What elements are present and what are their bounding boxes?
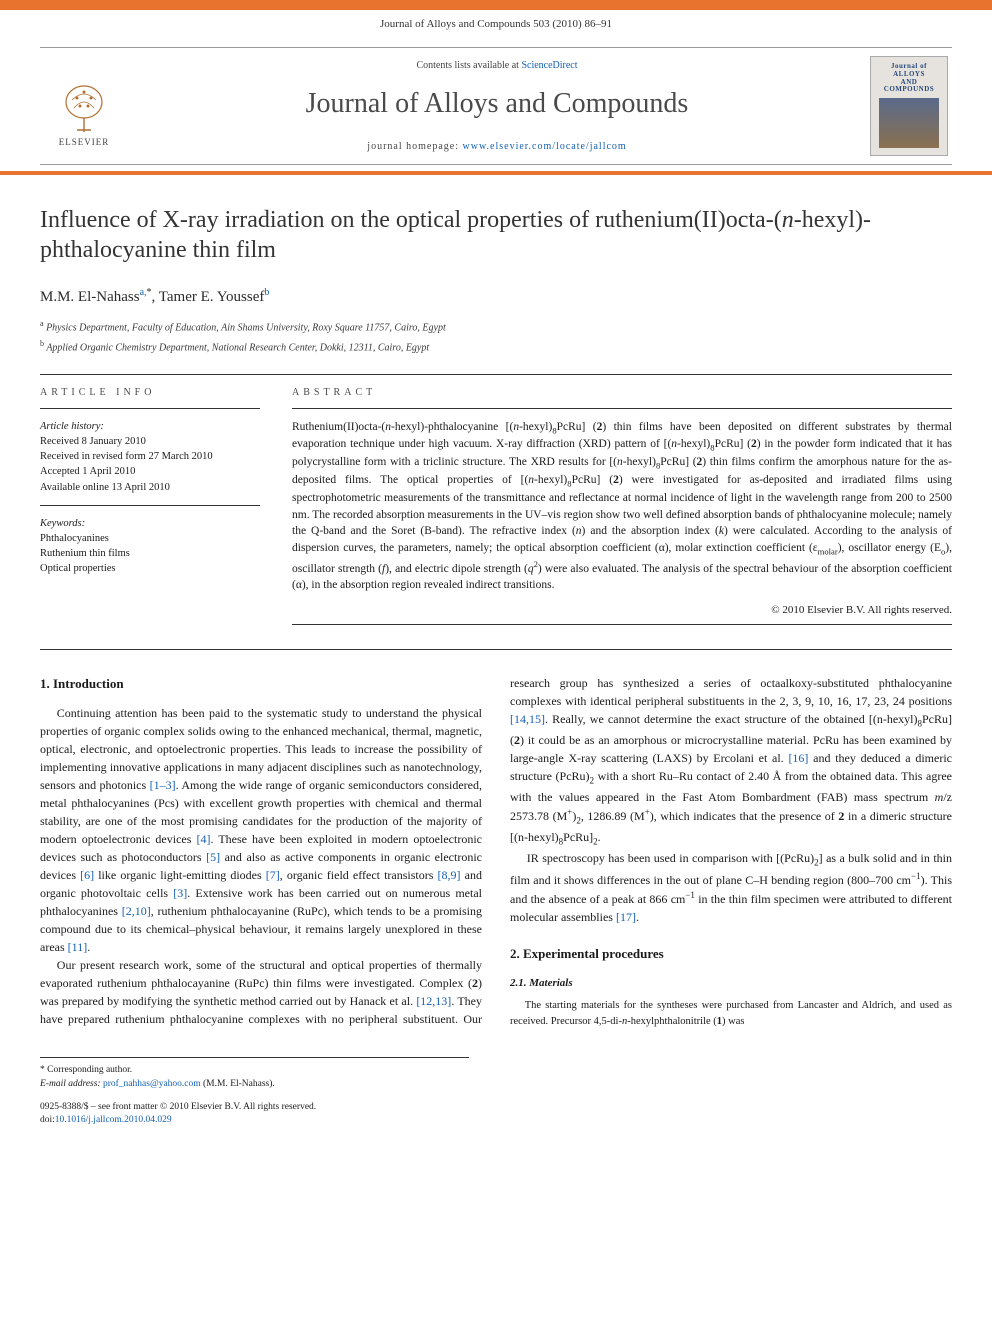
keyword: Ruthenium thin films [40, 546, 260, 561]
history-heading: Article history: [40, 419, 260, 434]
cover-line4: COMPOUNDS [884, 85, 934, 93]
email-link[interactable]: prof_nahhas@yahoo.com [103, 1079, 201, 1089]
homepage-line: journal homepage: www.elsevier.com/locat… [138, 139, 856, 154]
email-owner: (M.M. El-Nahass). [203, 1079, 275, 1089]
keywords-block: Keywords: Phthalocyanines Ruthenium thin… [40, 516, 260, 587]
abstract-label: ABSTRACT [292, 385, 952, 400]
publisher-name: ELSEVIER [59, 136, 110, 150]
history-line: Received 8 January 2010 [40, 434, 260, 449]
publisher-logo: ELSEVIER [44, 62, 124, 150]
article-info-column: ARTICLE INFO Article history: Received 8… [40, 385, 260, 636]
journal-title: Journal of Alloys and Compounds [138, 83, 856, 125]
journal-reference: Journal of Alloys and Compounds 503 (201… [40, 16, 952, 33]
affiliation: a Physics Department, Faculty of Educati… [40, 318, 952, 336]
footnotes: * Corresponding author. E-mail address: … [40, 1057, 469, 1091]
article-info-label: ARTICLE INFO [40, 385, 260, 400]
subsection-heading: 2.1. Materials [510, 975, 952, 992]
masthead-center: Contents lists available at ScienceDirec… [138, 58, 856, 154]
corresponding-author-note: * Corresponding author. [40, 1064, 469, 1077]
journal-cover-thumb: Journal of ALLOYS AND COMPOUNDS [870, 56, 948, 156]
issn-line: 0925-8388/$ – see front matter © 2010 El… [40, 1101, 952, 1114]
email-line: E-mail address: prof_nahhas@yahoo.com (M… [40, 1078, 469, 1091]
affiliations: a Physics Department, Faculty of Educati… [40, 318, 952, 356]
elsevier-tree-icon [57, 80, 111, 134]
abstract-copyright: © 2010 Elsevier B.V. All rights reserved… [292, 602, 952, 619]
top-accent-bar [0, 0, 992, 10]
doi-label: doi: [40, 1115, 55, 1125]
homepage-link[interactable]: www.elsevier.com/locate/jallcom [463, 141, 627, 152]
divider [292, 624, 952, 625]
email-label: E-mail address: [40, 1079, 101, 1089]
doi-link[interactable]: 10.1016/j.jallcom.2010.04.029 [55, 1115, 172, 1125]
section-heading: 1. Introduction [40, 674, 482, 694]
divider [40, 649, 952, 650]
article-history-block: Article history: Received 8 January 2010… [40, 419, 260, 506]
keyword: Optical properties [40, 561, 260, 576]
section-heading: 2. Experimental procedures [510, 944, 952, 964]
meta-row: ARTICLE INFO Article history: Received 8… [40, 385, 952, 636]
doi-line: doi:10.1016/j.jallcom.2010.04.029 [40, 1114, 952, 1127]
keyword: Phthalocyanines [40, 531, 260, 546]
authors-line: M.M. El-Nahassa,*, Tamer E. Youssefb [40, 285, 952, 309]
divider [40, 408, 260, 409]
footer: 0925-8388/$ – see front matter © 2010 El… [40, 1101, 952, 1128]
body-paragraph: IR spectroscopy has been used in compari… [510, 849, 952, 926]
divider [292, 408, 952, 409]
masthead: ELSEVIER Contents lists available at Sci… [40, 47, 952, 165]
history-line: Accepted 1 April 2010 [40, 464, 260, 479]
abstract-column: ABSTRACT Ruthenium(II)octa-(n-hexyl)-pht… [292, 385, 952, 636]
homepage-prefix: journal homepage: [367, 141, 462, 152]
history-line: Received in revised form 27 March 2010 [40, 449, 260, 464]
keywords-heading: Keywords: [40, 516, 260, 531]
accent-bar-2 [0, 171, 992, 175]
abstract-text: Ruthenium(II)octa-(n-hexyl)-phthalocyani… [292, 419, 952, 594]
divider [40, 374, 952, 375]
history-line: Available online 13 April 2010 [40, 480, 260, 495]
contents-prefix: Contents lists available at [416, 60, 521, 71]
body-columns: 1. Introduction Continuing attention has… [40, 674, 952, 1029]
article-title: Influence of X-ray irradiation on the op… [40, 205, 952, 265]
body-paragraph: The starting materials for the syntheses… [510, 998, 952, 1030]
cover-image-placeholder [879, 98, 939, 148]
body-paragraph: Continuing attention has been paid to th… [40, 704, 482, 956]
affiliation: b Applied Organic Chemistry Department, … [40, 338, 952, 356]
sciencedirect-link[interactable]: ScienceDirect [521, 60, 577, 71]
contents-available-line: Contents lists available at ScienceDirec… [138, 58, 856, 73]
